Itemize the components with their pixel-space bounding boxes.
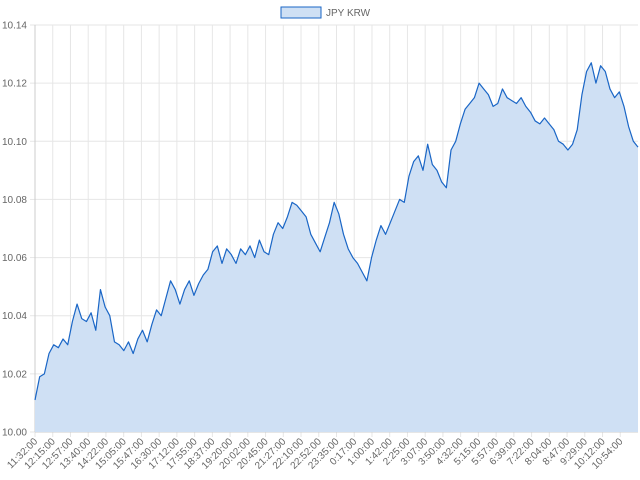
y-tick-label: 10.12 [2, 79, 27, 90]
legend[interactable]: JPY KRW [280, 6, 371, 19]
y-tick-label: 10.06 [2, 253, 27, 264]
y-tick-label: 10.08 [2, 195, 27, 206]
series-area-jpy-krw [35, 62, 638, 432]
y-tick-label: 10.10 [2, 137, 27, 148]
legend-label: JPY KRW [326, 8, 371, 19]
y-tick-label: 10.00 [2, 428, 27, 439]
y-axis: 10.14 10.12 10.10 10.08 10.06 10.04 10.02 10.00 [2, 21, 36, 439]
x-axis: 11:32:0012:15:0012:57:0013:40:0014:22:00… [5, 431, 638, 472]
y-tick-label: 10.14 [2, 21, 27, 32]
series-layer [34, 62, 639, 432]
legend-swatch [280, 6, 322, 19]
y-tick-label: 10.04 [2, 311, 27, 322]
y-tick-label: 10.02 [2, 369, 27, 380]
series-line-jpy-krw [34, 62, 639, 401]
